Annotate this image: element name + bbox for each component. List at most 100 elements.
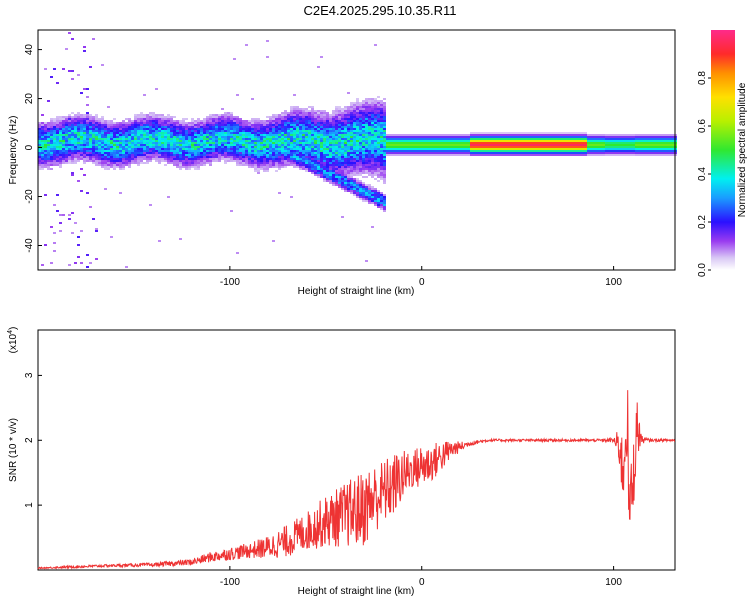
- heatmap-cell: [542, 146, 545, 148]
- heatmap-cell: [86, 122, 89, 124]
- heatmap-cell: [179, 136, 182, 138]
- heatmap-cell: [353, 164, 356, 166]
- heatmap-cell: [239, 130, 242, 132]
- heatmap-cell: [299, 108, 302, 110]
- heatmap-cell: [383, 160, 386, 162]
- heatmap-cell: [518, 132, 521, 134]
- heatmap-cell: [350, 168, 353, 170]
- heatmap-cell: [455, 136, 458, 138]
- heatmap-cell: [428, 140, 431, 142]
- heatmap-cell: [353, 116, 356, 118]
- heatmap-cell: [668, 152, 671, 154]
- heatmap-cell: [623, 144, 626, 146]
- heatmap-cell: [374, 174, 377, 176]
- heatmap-cell: [629, 148, 632, 150]
- heatmap-cell: [161, 134, 164, 136]
- heatmap-cell: [344, 178, 347, 180]
- heatmap-cell: [266, 166, 269, 168]
- heatmap-cell: [374, 134, 377, 136]
- heatmap-cell: [128, 158, 131, 160]
- heatmap-cell: [257, 122, 260, 124]
- heatmap-cell: [287, 148, 290, 150]
- heatmap-cell: [602, 148, 605, 150]
- heatmap-cell: [350, 174, 353, 176]
- heatmap-cell: [458, 144, 461, 146]
- heatmap-cell: [89, 134, 92, 136]
- heatmap-cell: [362, 190, 365, 192]
- heatmap-cell: [608, 152, 611, 154]
- heatmap-cell: [152, 118, 155, 120]
- heatmap-cell: [80, 168, 83, 170]
- heatmap-cell: [245, 136, 248, 138]
- heatmap-cell: [308, 146, 311, 148]
- heatmap-cell: [77, 236, 80, 238]
- heatmap-cell: [329, 118, 332, 120]
- heatmap-cell: [314, 112, 317, 114]
- heatmap-cell: [176, 162, 179, 164]
- heatmap-cell: [662, 148, 665, 150]
- heatmap-cell: [395, 134, 398, 136]
- heatmap-cell: [350, 126, 353, 128]
- heatmap-cell: [242, 152, 245, 154]
- heatmap-cell: [41, 114, 44, 116]
- heatmap-cell: [329, 146, 332, 148]
- heatmap-cell: [254, 126, 257, 128]
- heatmap-cell: [383, 130, 386, 132]
- heatmap-cell: [290, 114, 293, 116]
- heatmap-cell: [404, 148, 407, 150]
- heatmap-cell: [197, 130, 200, 132]
- heatmap-cell: [326, 142, 329, 144]
- heatmap-cell: [56, 154, 59, 156]
- heatmap-cell: [377, 176, 380, 178]
- heatmap-cell: [110, 146, 113, 148]
- heatmap-cell: [86, 96, 89, 98]
- heatmap-cell: [311, 164, 314, 166]
- heatmap-cell: [452, 150, 455, 152]
- heatmap-cell: [68, 144, 71, 146]
- heatmap-cell: [236, 138, 239, 140]
- heatmap-cell: [356, 140, 359, 142]
- heatmap-cell: [464, 138, 467, 140]
- heatmap-cell: [560, 150, 563, 152]
- heatmap-cell: [167, 150, 170, 152]
- heatmap-cell: [335, 120, 338, 122]
- heatmap-cell: [539, 138, 542, 140]
- heatmap-cell: [314, 114, 317, 116]
- heatmap-cell: [407, 142, 410, 144]
- heatmap-cell: [92, 140, 95, 142]
- heatmap-cell: [344, 152, 347, 154]
- heatmap-cell: [185, 154, 188, 156]
- heatmap-cell: [236, 142, 239, 144]
- heatmap-cell: [590, 148, 593, 150]
- heatmap-cell: [47, 144, 50, 146]
- heatmap-cell: [584, 140, 587, 142]
- heatmap-cell: [140, 140, 143, 142]
- heatmap-cell: [275, 170, 278, 172]
- heatmap-cell: [266, 152, 269, 154]
- heatmap-cell: [596, 154, 599, 156]
- heatmap-cell: [203, 118, 206, 120]
- heatmap-cell: [116, 126, 119, 128]
- heatmap-cell: [590, 154, 593, 156]
- heatmap-cell: [113, 130, 116, 132]
- heatmap-cell: [314, 174, 317, 176]
- heatmap-cell: [248, 152, 251, 154]
- heatmap-cell: [74, 134, 77, 136]
- heatmap-cell: [572, 154, 575, 156]
- heatmap-cell: [38, 162, 41, 164]
- heatmap-cell: [320, 148, 323, 150]
- heatmap-cell: [386, 148, 389, 150]
- heatmap-cell: [179, 142, 182, 144]
- heatmap-cell: [44, 126, 47, 128]
- heatmap-cell: [257, 168, 260, 170]
- heatmap-cell: [365, 176, 368, 178]
- heatmap-cell: [401, 144, 404, 146]
- heatmap-cell: [527, 134, 530, 136]
- heatmap-cell: [110, 134, 113, 136]
- heatmap-cell: [77, 148, 80, 150]
- heatmap-cell: [215, 132, 218, 134]
- heatmap-cell: [170, 148, 173, 150]
- heatmap-cell: [491, 138, 494, 140]
- heatmap-cell: [293, 160, 296, 162]
- heatmap-cell: [41, 140, 44, 142]
